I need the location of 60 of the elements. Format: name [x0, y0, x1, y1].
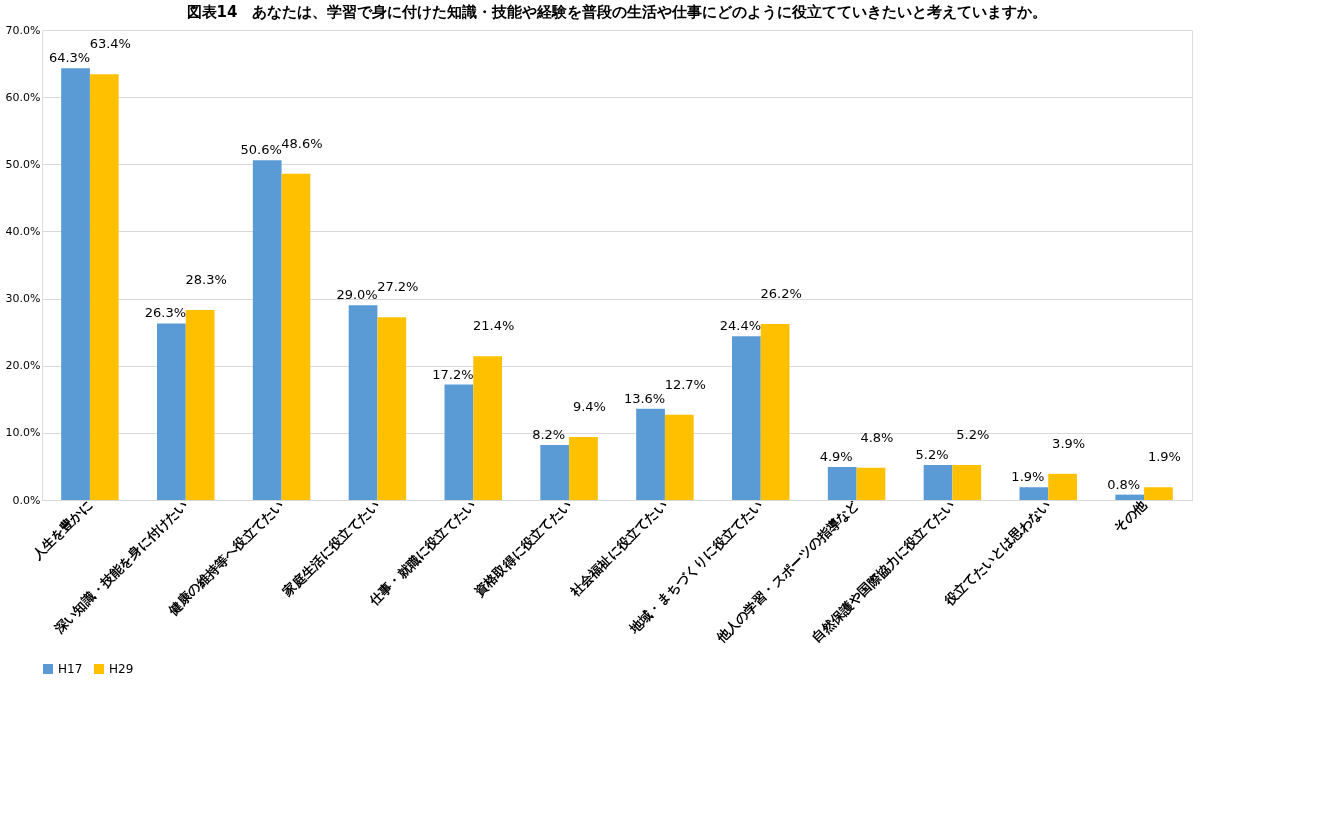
bar: [856, 467, 886, 500]
bar: [1115, 494, 1145, 500]
data-label: 9.4%: [572, 398, 606, 414]
bar: [923, 465, 953, 500]
data-label: 13.6%: [623, 390, 666, 406]
bar: [444, 384, 474, 500]
bar: [1048, 473, 1077, 500]
y-tick-label: 30.0%: [5, 292, 41, 306]
y-tick-label: 60.0%: [5, 90, 41, 104]
y-tick-label: 0.0%: [12, 493, 41, 507]
bar: [377, 317, 407, 500]
legend-label: H17: [58, 662, 83, 676]
legend-label: H29: [109, 662, 134, 676]
data-label: 48.6%: [281, 135, 323, 151]
x-tick-label: その他: [1110, 496, 1150, 536]
data-label: 50.6%: [240, 142, 282, 158]
data-label: 24.4%: [719, 318, 762, 334]
bar: [732, 336, 761, 500]
bar: [636, 408, 665, 500]
bar: [348, 305, 378, 500]
bar: [281, 173, 311, 500]
data-label: 1.9%: [1011, 469, 1045, 485]
bar: [89, 74, 119, 500]
data-label: 27.2%: [377, 279, 419, 295]
data-label: 4.9%: [819, 449, 853, 465]
data-label: 29.0%: [336, 287, 378, 303]
bar: [952, 465, 982, 500]
data-label: 63.4%: [89, 36, 131, 52]
y-tick-label: 40.0%: [5, 224, 41, 238]
bar: [760, 324, 790, 500]
bar: [827, 467, 857, 500]
data-label: 5.2%: [915, 447, 949, 463]
bar: [61, 68, 90, 500]
data-label: 5.2%: [956, 427, 990, 443]
data-label: 3.9%: [1052, 435, 1086, 451]
data-label: 28.3%: [185, 271, 227, 287]
bar: [473, 356, 502, 500]
data-label: 12.7%: [664, 376, 706, 392]
data-label: 26.2%: [760, 286, 802, 302]
bar: [1144, 487, 1173, 500]
bar: [664, 414, 694, 500]
data-label: 1.9%: [1147, 449, 1181, 465]
bar: [157, 323, 186, 500]
bar: [185, 309, 215, 500]
data-label: 21.4%: [472, 318, 515, 334]
data-label: 64.3%: [48, 50, 91, 66]
y-tick-label: 70.0%: [5, 23, 41, 37]
bar: [1019, 487, 1049, 500]
data-label: 4.8%: [860, 429, 894, 445]
data-label: 8.2%: [532, 426, 566, 442]
data-label: 0.8%: [1107, 476, 1141, 492]
bar: [252, 160, 282, 500]
data-label: 17.2%: [432, 366, 474, 382]
chart-title: 図表14 あなたは、学習で身に付けた知識・技能や経験を普段の生活や仕事にどのように役立てていきたいと考えていますか。: [186, 3, 1048, 21]
y-tick-label: 10.0%: [5, 426, 41, 440]
y-tick-label: 20.0%: [5, 359, 41, 373]
bar: [540, 444, 570, 500]
y-tick-label: 50.0%: [5, 157, 41, 171]
bar: [569, 436, 598, 500]
data-label: 26.3%: [144, 305, 187, 321]
